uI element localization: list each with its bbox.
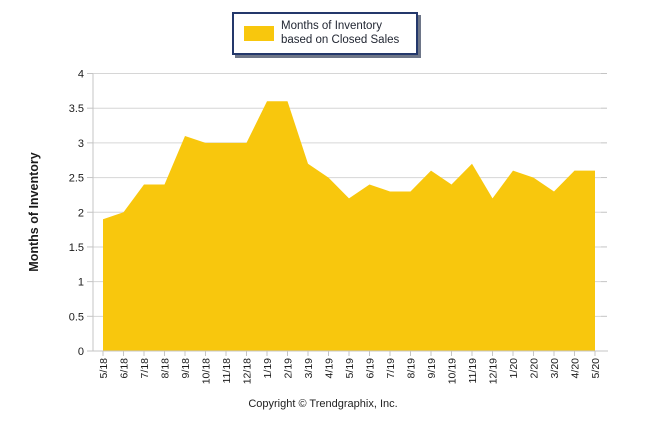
y-tick-label: 1.5 bbox=[69, 242, 84, 254]
x-tick-label: 12/18 bbox=[242, 358, 254, 384]
y-axis-labels: 0 0.5 1 1.5 2 2.5 3 3.5 4 bbox=[69, 69, 84, 359]
x-tick-label: 2/19 bbox=[283, 358, 295, 379]
y-tick-label: 4 bbox=[78, 69, 84, 81]
legend: Months of Inventory based on Closed Sale… bbox=[232, 12, 418, 55]
x-tick-label: 11/19 bbox=[467, 358, 479, 384]
x-tick-label: 12/19 bbox=[488, 358, 500, 384]
x-tick-label: 5/18 bbox=[98, 358, 110, 379]
y-tick-label: 3.5 bbox=[69, 103, 84, 115]
y-tick-label: 2.5 bbox=[69, 173, 84, 185]
x-tick-label: 4/19 bbox=[324, 358, 336, 379]
x-tick-label: 11/18 bbox=[221, 358, 233, 384]
area-series bbox=[103, 101, 595, 351]
copyright-text: Copyright © Trendgraphix, Inc. bbox=[248, 398, 398, 410]
x-tick-label: 10/19 bbox=[447, 358, 459, 384]
x-tick-label: 6/18 bbox=[119, 358, 131, 379]
x-tick-label: 7/18 bbox=[139, 358, 151, 379]
x-tick-label: 5/20 bbox=[590, 358, 602, 379]
y-tick-label: 0 bbox=[78, 346, 84, 358]
y-axis-title: Months of Inventory bbox=[27, 152, 41, 271]
x-tick-label: 9/19 bbox=[426, 358, 438, 379]
x-tick-label: 10/18 bbox=[201, 358, 213, 384]
legend-label: Months of Inventory based on Closed Sale… bbox=[281, 20, 400, 47]
x-tick-label: 3/19 bbox=[303, 358, 315, 379]
x-axis-labels: 5/18 6/18 7/18 8/18 9/18 10/18 11/18 12/18 1/19 2… bbox=[98, 358, 602, 384]
x-tick-label: 8/18 bbox=[160, 358, 172, 379]
area-polygon bbox=[103, 101, 595, 351]
y-tick-label: 3 bbox=[78, 138, 84, 150]
x-tick-label: 5/19 bbox=[344, 358, 356, 379]
x-tick-label: 4/20 bbox=[570, 358, 582, 379]
x-tick-label: 3/20 bbox=[549, 358, 561, 379]
x-tick-label: 8/19 bbox=[406, 358, 418, 379]
x-tick-label: 2/20 bbox=[529, 358, 541, 379]
x-tick-label: 1/20 bbox=[508, 358, 520, 379]
legend-swatch-icon bbox=[244, 25, 274, 41]
x-tick-label: 6/19 bbox=[365, 358, 377, 379]
y-tick-label: 2 bbox=[78, 207, 84, 219]
x-tick-label: 1/19 bbox=[262, 358, 274, 379]
axis-lines bbox=[87, 73, 608, 356]
y-tick-label: 0.5 bbox=[69, 311, 84, 323]
x-tick-label: 7/19 bbox=[385, 358, 397, 379]
x-tick-label: 9/18 bbox=[180, 358, 192, 379]
y-tick-label: 1 bbox=[78, 277, 84, 289]
